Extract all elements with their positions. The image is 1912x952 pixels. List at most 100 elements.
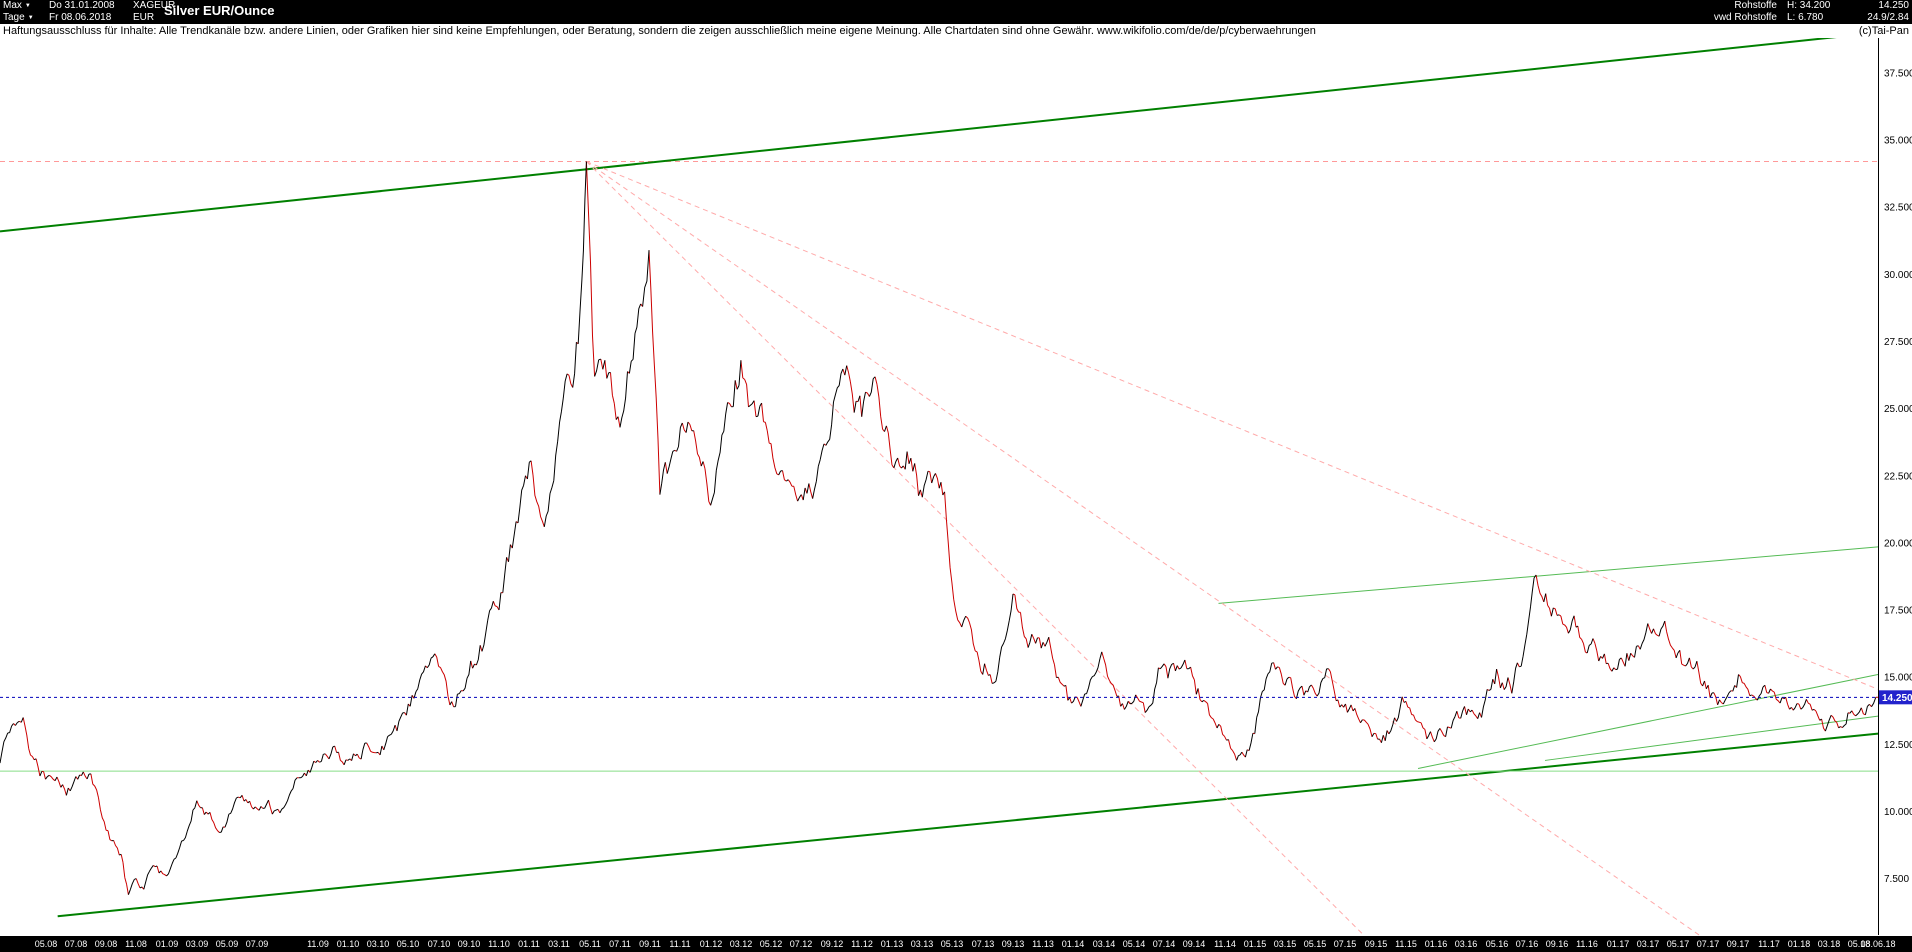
price-chart-canvas[interactable]: 37.500 35.000 32.500 30.000 27.500 25.000 22.5…	[0, 38, 1912, 936]
x-axis-label: 09.13	[1001, 939, 1025, 949]
x-axis-label: 07.11	[609, 939, 631, 949]
support-rising-1[interactable]	[1417, 674, 1879, 769]
x-axis-label: 05.17	[1666, 939, 1690, 949]
x-axis-label: 03.09	[185, 939, 209, 949]
date-to-field[interactable]: Fr 08.06.2018	[49, 12, 112, 23]
x-axis-label: 05.15	[1303, 939, 1327, 949]
chart-header-bar: Max ▼ Do 31.01.2008 XAGEUR Tage ▼ Fr 08.…	[0, 0, 1912, 24]
x-axis-label: 03.15	[1273, 939, 1297, 949]
x-axis-label: 05.09	[215, 939, 239, 949]
x-axis-label: 09.12	[820, 939, 844, 949]
x-axis-label: 01.13	[880, 939, 904, 949]
x-axis-label: 03.17	[1636, 939, 1660, 949]
x-axis-label: 01.17	[1606, 939, 1630, 949]
chevron-down-icon: ▼	[24, 3, 31, 9]
x-axis-label: 03.11	[548, 939, 570, 949]
x-axis-label: 01.14	[1061, 939, 1085, 949]
disclaimer-text: Haftungsausschluss für Inhalte: Alle Tre…	[3, 25, 1316, 37]
x-axis-label: 01.15	[1243, 939, 1267, 949]
x-axis-label: 09.11	[639, 939, 661, 949]
x-axis-label: 01.10	[336, 939, 360, 949]
x-axis-label: 07.16	[1515, 939, 1539, 949]
y-axis-label: 35.000	[1884, 136, 1912, 147]
x-axis-label: 09.16	[1545, 939, 1569, 949]
currency-label: EUR	[133, 12, 155, 23]
x-axis-label: 07.17	[1696, 939, 1720, 949]
x-axis-label: 03.10	[366, 939, 390, 949]
current-price-tag	[1879, 690, 1912, 705]
x-axis-label: 11.12	[851, 939, 873, 949]
disclaimer-bar: Haftungsausschluss für Inhalte: Alle Tre…	[0, 24, 1912, 38]
y-axis-label: 27.500	[1884, 337, 1912, 348]
y-axis-label: 20.000	[1884, 538, 1912, 549]
current-price-tag-label: 14.250	[1882, 693, 1912, 704]
channel-top[interactable]	[0, 38, 1878, 233]
category-label: Rohstoffe	[1734, 0, 1777, 11]
x-axis-label: 03.14	[1092, 939, 1116, 949]
x-axis-label: 07.10	[427, 939, 451, 949]
x-axis-label: 09.14	[1182, 939, 1206, 949]
price-series-up	[0, 161, 1877, 895]
range-dropdown[interactable]: Max ▼	[3, 0, 49, 12]
x-axis-label: 03.12	[729, 939, 753, 949]
y-axis-label: 32.500	[1884, 203, 1912, 214]
copyright-label: (c)Tai-Pan	[1858, 25, 1909, 37]
x-axis-label: 11.09	[307, 939, 329, 949]
x-axis-label: 08.06.18	[1860, 939, 1896, 949]
last-value-label: 14.250	[1878, 0, 1909, 11]
x-axis-label: 07.08	[64, 939, 88, 949]
plot-background	[0, 38, 1912, 936]
y-axis-label: 10.000	[1884, 807, 1912, 818]
x-axis-label: 07.12	[789, 939, 813, 949]
channel-bottom[interactable]	[57, 732, 1879, 918]
x-axis-label: 07.15	[1333, 939, 1357, 949]
x-axis-label: 07.09	[245, 939, 269, 949]
period-high-label: H: 34.200	[1787, 0, 1831, 11]
x-axis-label: 03.16	[1454, 939, 1478, 949]
x-axis-label: 11.10	[488, 939, 510, 949]
x-axis-label: 01.12	[699, 939, 723, 949]
x-axis-label: 05.18	[1847, 939, 1871, 949]
x-axis-label: 07.13	[971, 939, 995, 949]
x-axis-bar: 05.08 07.08 09.08 11.08 01.09 03.09 05.09 07.09…	[0, 936, 1912, 952]
resistance-mid[interactable]	[1218, 546, 1879, 604]
x-axis-label: 07.14	[1152, 939, 1176, 949]
x-axis-label: 11.14	[1214, 939, 1236, 949]
interval-dropdown[interactable]: Tage ▼	[3, 12, 49, 24]
x-axis-label: 05.16	[1485, 939, 1509, 949]
y-axis-label: 22.500	[1884, 471, 1912, 482]
date-from-field[interactable]: Do 31.01.2008	[49, 0, 115, 11]
x-axis-label: 05.08	[34, 939, 58, 949]
y-axis-label: 30.000	[1884, 270, 1912, 281]
x-axis-label: 11.16	[1576, 939, 1598, 949]
x-axis-label: 01.18	[1787, 939, 1811, 949]
y-axis-label: 37.500	[1884, 68, 1912, 79]
x-axis-label: 01.11	[518, 939, 540, 949]
x-axis-label: 09.15	[1364, 939, 1388, 949]
chart-title: Silver EUR/Ounce	[164, 3, 275, 18]
feed-label: vwd Rohstoffe	[1713, 12, 1777, 23]
y-axis-label: 25.000	[1884, 404, 1912, 415]
symbol-label: XAGEUR	[133, 0, 176, 11]
x-axis-label: 01.16	[1424, 939, 1448, 949]
x-axis-label: 11.08	[125, 939, 147, 949]
header-right-block: Rohstoffe H: 34.200 14.250 vwd Rohstoffe…	[1682, 0, 1912, 24]
x-axis-label: 05.14	[1122, 939, 1146, 949]
x-axis-label: 09.10	[457, 939, 481, 949]
extra-value-label: 24.9/2.84	[1867, 12, 1909, 23]
x-axis-label: 05.12	[759, 939, 783, 949]
y-axis-label: 15.000	[1884, 673, 1912, 684]
fan-shallow[interactable]	[586, 161, 1879, 690]
x-axis-label: 09.08	[94, 939, 118, 949]
period-low-label: L: 6.780	[1787, 12, 1824, 23]
fan-steep[interactable]	[586, 161, 1364, 936]
y-axis-label: 12.500	[1884, 740, 1912, 751]
price-series-down	[13, 161, 1878, 895]
x-axis-label: 01.09	[155, 939, 179, 949]
chevron-down-icon: ▼	[27, 15, 34, 21]
fan-mid[interactable]	[586, 161, 1700, 936]
header-left-block: Max ▼ Do 31.01.2008 XAGEUR Tage ▼ Fr 08.…	[3, 0, 193, 24]
y-axis-label: 7.500	[1884, 874, 1909, 885]
range-dropdown-label: Max	[3, 0, 22, 11]
